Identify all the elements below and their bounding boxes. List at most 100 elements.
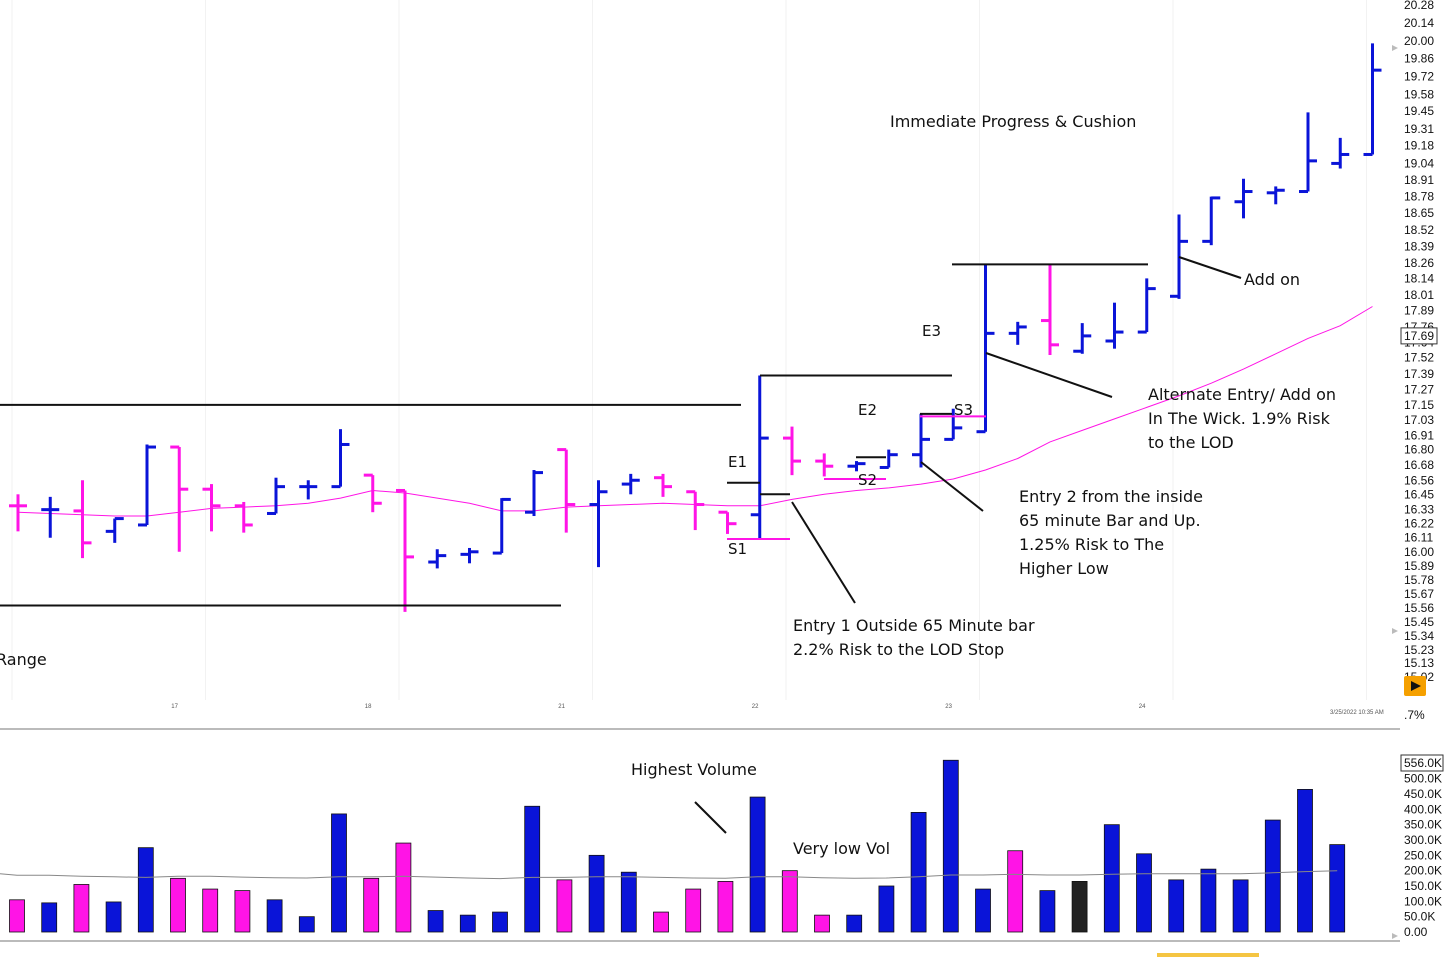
label-s2: S2 bbox=[858, 471, 877, 489]
pointer-highest-volume bbox=[694, 801, 727, 834]
date-axis: 17 18 21 22 23 24 3/25/2022 10:35 AM bbox=[171, 704, 1383, 716]
last-volume-box bbox=[1400, 754, 1444, 772]
date-tick-label: 23 bbox=[945, 704, 952, 710]
price-tick-label: 17.39 bbox=[1404, 367, 1434, 381]
label-e1: E1 bbox=[728, 453, 747, 471]
price-tick-label: 15.56 bbox=[1404, 601, 1434, 615]
volume-moving-average bbox=[0, 870, 1338, 880]
price-tick-label: 19.72 bbox=[1404, 70, 1434, 84]
price-tick-label: 19.04 bbox=[1404, 156, 1434, 170]
price-tick-label: 16.80 bbox=[1404, 443, 1434, 457]
pointer-entry1 bbox=[791, 501, 856, 604]
volume-bar bbox=[1232, 879, 1249, 933]
volume-bar bbox=[556, 879, 573, 933]
note-very-low-volume: Very low Vol bbox=[793, 839, 890, 858]
note-entry2-line: 1.25% Risk to The bbox=[1019, 535, 1164, 554]
volume-bar bbox=[975, 888, 991, 933]
bottom-marker bbox=[1157, 953, 1259, 957]
volume-bar bbox=[781, 870, 798, 933]
volume-arrow-icon bbox=[1392, 933, 1398, 939]
date-tick-label: 24 bbox=[1139, 704, 1146, 710]
price-tick-label: 15.23 bbox=[1404, 643, 1434, 657]
note-entry2-line: 65 minute Bar and Up. bbox=[1019, 511, 1201, 530]
volume-bar bbox=[266, 899, 283, 933]
price-axis: 20.28 20.14 20.00 19.86 19.72 19.58 19.45 19.31… bbox=[1392, 0, 1438, 722]
volume-bar bbox=[395, 842, 412, 933]
volume-bar bbox=[846, 914, 863, 933]
volume-bar bbox=[202, 888, 219, 933]
price-tick-label: 18.39 bbox=[1404, 239, 1434, 253]
volume-bar bbox=[9, 899, 25, 933]
volume-bar bbox=[427, 910, 444, 933]
volume-bar bbox=[1168, 879, 1185, 933]
volume-bar bbox=[524, 805, 541, 933]
pointer-entry2 bbox=[920, 461, 984, 512]
volume-bar bbox=[620, 871, 637, 933]
date-tick-label: 22 bbox=[752, 704, 759, 710]
volume-bar bbox=[1103, 824, 1120, 933]
volume-bar bbox=[1071, 881, 1088, 933]
volume-bar bbox=[653, 911, 669, 933]
price-tick-label: 19.45 bbox=[1404, 104, 1434, 118]
price-tick-label: 15.13 bbox=[1404, 656, 1434, 670]
note-entry1-line: Entry 1 Outside 65 Minute bar bbox=[793, 616, 1035, 635]
volume-bar bbox=[1264, 819, 1281, 933]
volume-tick-label: 450.0K bbox=[1404, 787, 1442, 801]
note-alternate-entry-line: In The Wick. 1.9% Risk bbox=[1148, 409, 1331, 428]
note-entry2-line: Higher Low bbox=[1019, 559, 1109, 578]
volume-tick-label: 300.0K bbox=[1404, 833, 1442, 847]
price-tick-label: 17.89 bbox=[1404, 303, 1434, 317]
volume-bar bbox=[1297, 789, 1313, 933]
percent-label: .7% bbox=[1404, 708, 1425, 722]
price-grid bbox=[0, 0, 1400, 942]
label-s1: S1 bbox=[728, 540, 747, 558]
price-tick-label: 16.11 bbox=[1404, 531, 1433, 545]
volume-bar bbox=[298, 916, 315, 933]
note-immediate-progress: Immediate Progress & Cushion bbox=[890, 112, 1136, 131]
price-tick-label: 18.01 bbox=[1404, 288, 1434, 302]
volume-tick-label: 150.0K bbox=[1404, 879, 1442, 893]
price-arrow-down-icon bbox=[1392, 628, 1398, 634]
price-tick-label: 18.91 bbox=[1404, 173, 1434, 187]
volume-bar bbox=[1200, 868, 1217, 933]
volume-bar bbox=[1007, 850, 1024, 933]
pointer-add-on bbox=[1178, 256, 1242, 279]
note-entry2-line: Entry 2 from the inside bbox=[1019, 487, 1203, 506]
volume-bar bbox=[685, 888, 702, 933]
price-tick-label: 19.58 bbox=[1404, 87, 1434, 101]
ohlc-bars bbox=[9, 43, 1382, 612]
volume-bar bbox=[234, 890, 251, 933]
label-e2: E2 bbox=[858, 401, 877, 419]
volume-bar bbox=[363, 877, 380, 933]
volume-tick-label: 400.0K bbox=[1404, 802, 1442, 816]
price-tick-label: 16.56 bbox=[1404, 473, 1434, 487]
volume-tick-label: 500.0K bbox=[1404, 772, 1442, 786]
volume-ma-line bbox=[0, 870, 1338, 880]
volume-tick-label: 350.0K bbox=[1404, 818, 1442, 832]
price-tick-label: 19.31 bbox=[1404, 122, 1434, 136]
support-resistance-lines bbox=[0, 263, 1148, 607]
volume-bar bbox=[492, 911, 508, 933]
last-volume-label: 556.0K bbox=[1404, 756, 1442, 770]
volume-tick-label: 250.0K bbox=[1404, 848, 1442, 862]
price-tick-label: 20.00 bbox=[1404, 34, 1434, 48]
volume-bar bbox=[170, 877, 186, 933]
volume-annotations: Highest Volume Very low Vol bbox=[631, 760, 1259, 957]
volume-bar bbox=[137, 847, 154, 933]
price-tick-label: 16.22 bbox=[1404, 517, 1434, 531]
pointer-alternate-entry bbox=[985, 352, 1113, 398]
volume-bar bbox=[814, 914, 830, 933]
price-tick-label: 20.28 bbox=[1404, 0, 1434, 12]
price-tick-label: 18.52 bbox=[1404, 223, 1434, 237]
price-tick-label: 18.14 bbox=[1404, 271, 1434, 285]
volume-bar bbox=[588, 854, 605, 933]
price-tick-label: 16.00 bbox=[1404, 545, 1434, 559]
volume-bar bbox=[331, 813, 347, 933]
price-tick-label: 17.52 bbox=[1404, 351, 1434, 365]
label-e3: E3 bbox=[922, 322, 941, 340]
date-tick-label: 17 bbox=[171, 704, 178, 710]
last-price-box bbox=[1400, 327, 1438, 345]
volume-tick-label: 0.00 bbox=[1404, 925, 1428, 939]
